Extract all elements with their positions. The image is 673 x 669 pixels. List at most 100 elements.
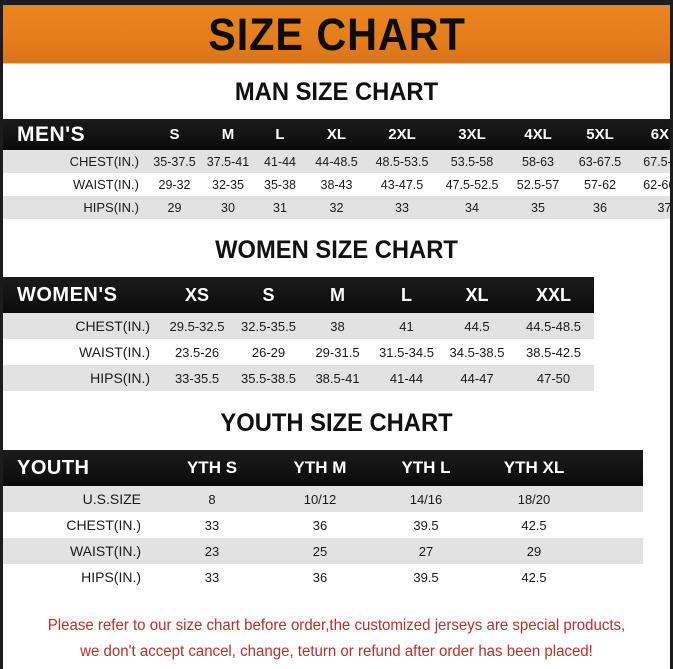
youth-header-row: YOUTH YTH S YTH M YTH L YTH XL [3, 450, 643, 486]
man-chest-3xl: 53.5-58 [450, 154, 494, 169]
man-chest-xl: 44-48.5 [315, 154, 358, 169]
man-table-body: CHEST(IN.) 35-37.5 37.5-41 41-44 44-48.5… [3, 150, 672, 219]
man-chest-6xl: 67.5-72 [643, 154, 672, 169]
man-waist-s: 29-32 [158, 177, 191, 192]
youth-hips-m: 36 [312, 569, 328, 585]
man-hips-5xl: 36 [593, 200, 607, 215]
youth-row-label-chest: CHEST(IN.) [66, 517, 141, 533]
youth-ussize-m: 10/12 [303, 491, 337, 507]
man-hips-2xl: 33 [395, 200, 409, 215]
table-row: CHEST(IN.) 33 36 39.5 42.5 [3, 512, 643, 538]
women-chest-xxl: 44.5-48.5 [526, 318, 581, 334]
man-row-label-waist: WAIST(IN.) [73, 177, 139, 192]
youth-waist-s: 23 [204, 543, 220, 559]
section-title-man: MAN SIZE CHART [234, 78, 439, 106]
page-title: SIZE CHART [207, 8, 466, 60]
youth-col-header-l: YTH L [401, 458, 451, 477]
youth-chest-l: 39.5 [413, 517, 439, 533]
women-header-rowlabel: WOMEN'S [17, 283, 118, 306]
youth-chest-xl: 42.5 [521, 517, 547, 533]
table-row: CHEST(IN.) 35-37.5 37.5-41 41-44 44-48.5… [3, 150, 672, 173]
women-row-label-waist: WAIST(IN.) [78, 344, 150, 360]
women-chest-s: 32.5-35.5 [241, 318, 296, 334]
women-row-label-hips: HIPS(IN.) [90, 370, 150, 386]
header-banner: SIZE CHART [3, 5, 670, 64]
table-wrap-women: WOMEN'S XS S M L XL XXL CHEST(IN.) 29.5-… [3, 265, 670, 391]
youth-col-header-spacer [589, 450, 643, 486]
women-col-header-xxl: XXL [535, 284, 571, 305]
man-col-header-s: S [169, 126, 180, 143]
man-waist-5xl: 57-62 [584, 177, 616, 192]
man-col-header-l: L [275, 126, 285, 143]
youth-header-rowlabel: YOUTH [17, 456, 90, 479]
youth-row-label-ussize: U.S.SIZE [82, 491, 141, 507]
man-chest-5xl: 63-67.5 [578, 154, 622, 169]
women-waist-l: 31.5-34.5 [379, 344, 434, 360]
women-hips-l: 41-44 [389, 370, 424, 386]
table-row: U.S.SIZE 8 10/12 14/16 18/20 [3, 486, 643, 512]
women-waist-m: 29-31.5 [315, 344, 360, 360]
man-waist-m: 32-35 [212, 177, 244, 192]
table-wrap-man: MEN'S S M L XL 2XL 3XL 4XL 5XL 6XL CHEST [3, 107, 670, 219]
man-header-rowlabel: MEN'S [17, 122, 86, 146]
youth-ussize-xl: 18/20 [517, 491, 551, 507]
women-table-head: WOMEN'S XS S M L XL XXL [3, 277, 594, 313]
man-col-header-xl: XL [326, 126, 347, 143]
women-col-header-l: L [401, 284, 412, 305]
youth-chest-m: 36 [312, 517, 328, 533]
women-col-header-xs: XS [184, 284, 209, 305]
women-table-body: CHEST(IN.) 29.5-32.5 32.5-35.5 38 41 44.… [3, 313, 594, 391]
women-chest-m: 38 [330, 318, 345, 334]
man-col-header-4xl: 4XL [524, 126, 552, 143]
women-hips-xl: 44-47 [460, 370, 494, 386]
women-waist-xs: 23.5-26 [174, 344, 220, 360]
youth-ussize-s: 8 [208, 491, 216, 507]
man-chest-m: 37.5-41 [206, 154, 250, 169]
section-title-youth: YOUTH SIZE CHART [220, 409, 453, 437]
youth-cell-spacer [589, 564, 643, 590]
man-hips-3xl: 34 [465, 200, 479, 215]
man-chest-2xl: 48.5-53.5 [375, 154, 429, 169]
man-hips-s: 29 [167, 200, 182, 215]
women-waist-s: 26-29 [251, 344, 286, 360]
women-header-row: WOMEN'S XS S M L XL XXL [3, 277, 594, 313]
man-hips-4xl: 35 [531, 200, 545, 215]
man-col-header-6xl: 6XL [650, 126, 670, 143]
man-col-header-5xl: 5XL [586, 126, 614, 143]
women-chest-xl: 44.5 [464, 318, 490, 334]
man-waist-2xl: 43-47.5 [380, 177, 424, 192]
youth-col-header-m: YTH M [293, 458, 347, 477]
youth-waist-l: 27 [418, 543, 434, 559]
table-row: WAIST(IN.) 23.5-26 26-29 29-31.5 31.5-34… [3, 339, 594, 365]
women-col-header-s: S [262, 284, 275, 305]
table-row: HIPS(IN.) 33-35.5 35.5-38.5 38.5-41 41-4… [3, 365, 594, 391]
women-size-table: WOMEN'S XS S M L XL XXL CHEST(IN.) 29.5-… [3, 277, 594, 391]
youth-cell-spacer [589, 512, 643, 538]
youth-ussize-l: 14/16 [409, 491, 443, 507]
man-table-head: MEN'S S M L XL 2XL 3XL 4XL 5XL 6XL [3, 119, 670, 150]
women-hips-xs: 33-35.5 [174, 370, 220, 386]
women-waist-xl: 34.5-38.5 [449, 344, 505, 360]
table-wrap-youth: YOUTH YTH S YTH M YTH L YTH XL U.S.SIZE … [3, 438, 670, 590]
youth-row-label-hips: HIPS(IN.) [81, 569, 141, 585]
man-size-table: MEN'S S M L XL 2XL 3XL 4XL 5XL 6XL CHEST [3, 119, 672, 219]
order-policy-note-line-2: we don't accept cancel, change, teturn o… [80, 643, 593, 660]
women-col-header-xl: XL [465, 284, 489, 305]
man-hips-xl: 32 [329, 200, 344, 215]
section-youth: YOUTH SIZE CHART YOUTH YTH S YTH M YTH L… [3, 391, 670, 590]
youth-size-table: YOUTH YTH S YTH M YTH L YTH XL U.S.SIZE … [3, 450, 643, 590]
man-hips-l: 31 [273, 200, 287, 215]
women-row-label-chest: CHEST(IN.) [75, 318, 150, 334]
man-row-label-chest: CHEST(IN.) [69, 154, 139, 169]
youth-waist-xl: 29 [526, 543, 542, 559]
youth-hips-s: 33 [204, 569, 220, 585]
man-col-header-3xl: 3XL [458, 126, 486, 143]
women-hips-m: 38.5-41 [315, 370, 360, 386]
youth-hips-xl: 42.5 [521, 569, 547, 585]
youth-cell-spacer [589, 486, 643, 512]
women-hips-xxl: 47-50 [536, 370, 571, 386]
youth-cell-spacer [589, 538, 643, 564]
women-col-header-m: M [330, 284, 345, 305]
table-row: HIPS(IN.) 33 36 39.5 42.5 [3, 564, 643, 590]
